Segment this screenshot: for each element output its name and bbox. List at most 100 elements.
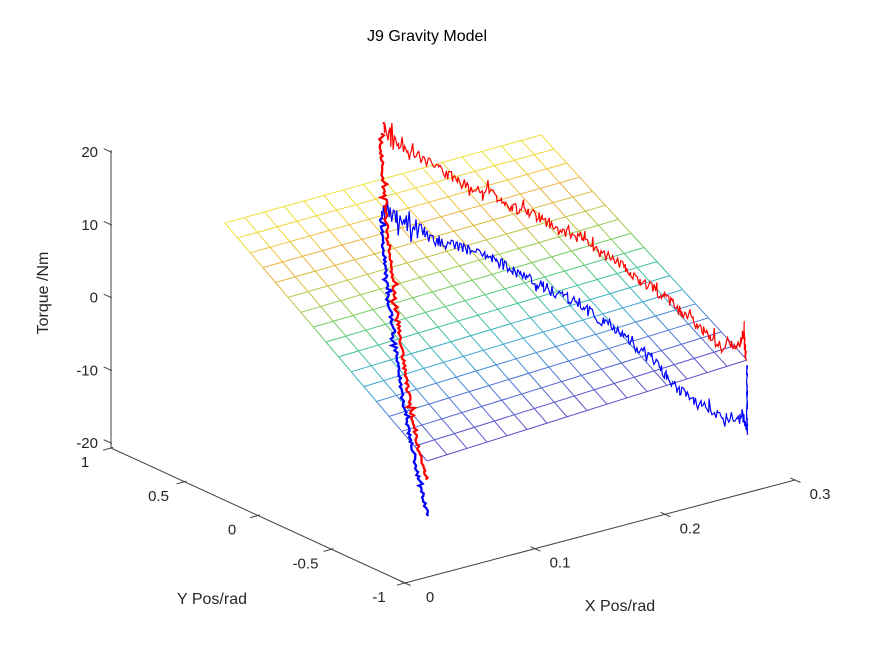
mesh-col-segment [510, 323, 524, 339]
mesh-col-segment [428, 403, 443, 420]
z-axis-label: Torque /Nm [35, 251, 52, 335]
mesh-col-segment [495, 364, 510, 380]
mesh-col-segment [513, 414, 528, 430]
mesh-col-segment [399, 282, 414, 299]
mesh-col-segment [538, 242, 553, 258]
mesh-col-segment [610, 238, 625, 254]
mesh-col-segment [490, 329, 504, 345]
y-tick-label: -0.5 [293, 555, 319, 572]
mesh-col-segment [302, 255, 316, 272]
mesh-col-segment [525, 227, 540, 243]
mesh-col-segment [340, 300, 354, 316]
mesh-col-segment [546, 168, 561, 184]
mesh-col-segment [541, 387, 555, 403]
mesh-col-segment [358, 350, 372, 367]
y-axis-label: Y Pos/rad [177, 591, 247, 608]
mesh-col-segment [537, 296, 551, 313]
z-tick-label: 10 [81, 217, 98, 234]
mesh-col-segment [629, 287, 644, 303]
mesh-col-segment [493, 219, 507, 235]
mesh-col-segment [453, 230, 467, 246]
mesh-col-segment [341, 244, 356, 261]
x-tick [530, 546, 541, 552]
mesh-col-segment [576, 285, 591, 301]
x-tick-label: 0.1 [550, 555, 571, 572]
measured-torque-blue-trace [380, 199, 749, 435]
mesh-col-segment [515, 358, 530, 374]
mesh-col-segment [468, 391, 482, 407]
mesh-col-segment [655, 315, 669, 331]
mesh-col-segment [653, 370, 668, 386]
mesh-col-segment [609, 293, 624, 309]
mesh-col-segment [616, 273, 631, 288]
mesh-col-segment [282, 261, 296, 278]
measured-torque-blue-return-stroke [378, 216, 430, 517]
mesh-col-segment [693, 358, 708, 373]
mesh-col-segment [338, 356, 352, 373]
mesh-col-segment [486, 239, 500, 255]
mesh-col-segment [401, 227, 415, 243]
z-tick [103, 148, 113, 153]
mesh-col-segment [528, 372, 542, 389]
mesh-col-segment [372, 309, 386, 325]
mesh-col-segment [382, 178, 397, 194]
mesh-col-segment [264, 211, 278, 228]
mesh-col-segment [385, 323, 399, 340]
mesh-col-segment [593, 389, 608, 405]
mesh-col-segment [582, 319, 597, 335]
mesh-col-segment [307, 291, 321, 307]
mesh-col-segment [524, 282, 538, 298]
mesh-col-segment [668, 329, 682, 345]
mesh-col-segment [621, 362, 635, 378]
mesh-col-segment [329, 229, 343, 246]
mesh-col-segment [430, 347, 444, 363]
mesh-col-segment [575, 340, 590, 356]
mesh-col-segment [448, 397, 463, 413]
mesh-col-segment [501, 399, 515, 416]
mesh-col-segment [558, 236, 572, 252]
mesh-col-segment [316, 215, 330, 231]
mesh-col-segment [643, 247, 658, 262]
mesh-col-segment [390, 359, 405, 375]
mesh-col-segment [459, 265, 473, 281]
mesh-col-segment [605, 204, 619, 220]
mesh-col-segment [460, 210, 474, 226]
mesh-col-segment [535, 352, 550, 368]
mesh-col-segment [446, 250, 460, 267]
mesh-col-segment [589, 299, 604, 315]
mesh-col-segment [553, 401, 568, 418]
mesh-col-segment [603, 258, 618, 274]
mesh-col-segment [566, 162, 580, 178]
mesh-col-segment [491, 274, 506, 290]
mesh-col-segment [539, 188, 554, 204]
x-axis-label: X Pos/rad [584, 598, 656, 615]
x-tick-label: 0.3 [810, 486, 831, 503]
mesh-col-segment [368, 218, 383, 235]
mesh-col-segment [473, 225, 487, 241]
mesh-col-segment [395, 193, 409, 209]
mesh-col-segment [623, 253, 638, 268]
mesh-col-segment [314, 270, 329, 287]
mesh-col-segment [296, 220, 310, 237]
mesh-col-segment [622, 307, 637, 323]
mesh-col-segment [432, 291, 446, 307]
mesh-col-segment [565, 216, 579, 232]
mesh-col-segment [581, 375, 595, 391]
z-tick-label: -10 [76, 362, 98, 379]
z-tick [103, 439, 113, 444]
mesh-col-segment [450, 341, 464, 357]
mesh-col-segment [559, 182, 574, 198]
mesh-col-segment [406, 262, 421, 278]
mesh-col-segment [688, 323, 702, 339]
x-tick [790, 477, 801, 483]
mesh-col-segment [545, 222, 560, 238]
mesh-col-segment [405, 318, 419, 334]
mesh-col-segment [447, 196, 462, 212]
mesh-col-segment [484, 294, 499, 310]
mesh-col-segment [303, 200, 318, 217]
y-tick [102, 446, 114, 451]
surface-mesh [224, 134, 748, 462]
mesh-col-segment [552, 202, 567, 218]
